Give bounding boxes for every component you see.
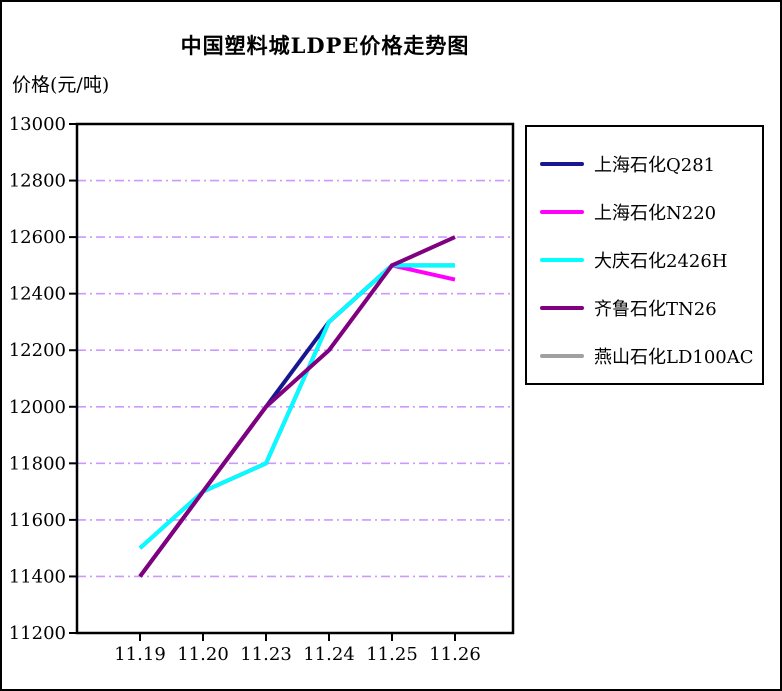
- legend-label: 齐鲁石化TN26: [594, 299, 717, 320]
- chart-title: 中国塑料城LDPE价格走势图: [180, 33, 470, 58]
- x-tick-label: 11.19: [114, 644, 166, 665]
- x-tick-label: 11.24: [303, 644, 355, 665]
- legend-label: 大庆石化2426H: [594, 251, 728, 272]
- legend-label: 上海石化N220: [594, 203, 717, 224]
- legend-line-swatch: [540, 354, 584, 358]
- legend-item: 齐鲁石化TN26: [527, 284, 762, 332]
- x-tick-label: 11.25: [366, 644, 418, 665]
- y-tick-label: 11400: [9, 566, 66, 587]
- y-tick-label: 12200: [9, 340, 66, 361]
- y-tick-label: 12800: [9, 171, 66, 192]
- legend-line-swatch: [540, 210, 584, 214]
- plot-border: [75, 122, 515, 635]
- y-tick-label: 13000: [9, 114, 66, 135]
- series-line-0: [138, 263, 455, 578]
- x-tick-label: 11.26: [429, 644, 481, 665]
- legend-line-swatch: [540, 162, 584, 166]
- series-line-2: [138, 263, 455, 550]
- y-tick-label: 11200: [9, 623, 66, 644]
- y-tick-label: 12600: [9, 227, 66, 248]
- legend-line-swatch: [540, 306, 584, 310]
- y-tick-label: 12000: [9, 397, 66, 418]
- legend-item: 上海石化N220: [527, 188, 762, 236]
- legend-label: 上海石化Q281: [594, 155, 716, 176]
- legend-label: 燕山石化LD100AC: [594, 347, 754, 368]
- legend-item: 上海石化Q281: [527, 140, 762, 188]
- y-tick-label: 11600: [9, 510, 66, 531]
- legend-item: 大庆石化2426H: [527, 236, 762, 284]
- legend-line-swatch: [540, 258, 584, 262]
- series-line-3: [138, 235, 456, 578]
- y-tick-label: 12400: [9, 284, 66, 305]
- y-tick-label: 11800: [9, 453, 66, 474]
- x-tick-label: 11.20: [177, 644, 229, 665]
- x-tick-label: 11.23: [240, 644, 292, 665]
- chart-legend: 上海石化Q281 上海石化N220 大庆石化2426H 齐鲁石化TN26 燕山石化LD1…: [525, 125, 764, 385]
- y-axis-title: 价格(元/吨): [12, 74, 110, 96]
- legend-item: 燕山石化LD100AC: [527, 332, 762, 380]
